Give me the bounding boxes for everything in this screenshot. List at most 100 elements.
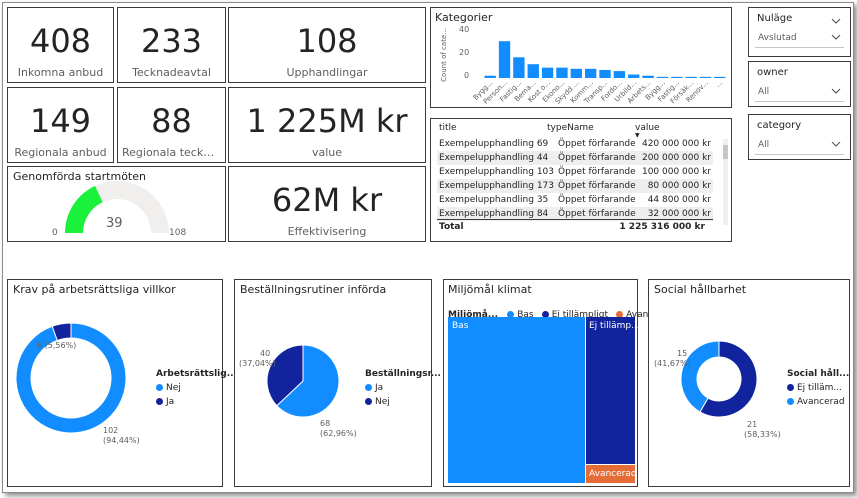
kpi-card-upphandlingar[interactable]: 108 Upphandlingar <box>228 7 426 83</box>
kategorier-chart-card[interactable]: Kategorier Count of cate... 40 20 0 Bygg… <box>430 7 732 108</box>
scrollbar-thumb[interactable] <box>723 145 728 159</box>
kategorier-title: Kategorier <box>435 11 493 24</box>
column-header-value[interactable]: value <box>635 123 660 133</box>
bar-14[interactable] <box>685 76 697 78</box>
donut-slice-1[interactable] <box>680 340 720 413</box>
bar-1[interactable] <box>498 41 511 78</box>
data-label: 6 (5,56%) <box>37 341 77 350</box>
legend-label: Avancerad <box>797 397 845 407</box>
bar-16[interactable] <box>714 76 726 78</box>
slicer-value: All <box>758 87 770 97</box>
kpi-card-regionala-anbud[interactable]: 149 Regionala anbud <box>7 87 114 163</box>
chevron-down-icon[interactable] <box>830 85 842 97</box>
kpi-card-regionala-tecknade[interactable]: 88 Regionala tecknade... <box>117 87 226 163</box>
bar-11[interactable] <box>642 75 654 78</box>
table-scrollbar[interactable] <box>723 139 728 225</box>
kpi-label: Tecknadeavtal <box>132 66 211 79</box>
legend-label: Ej tilläm... <box>797 383 842 393</box>
legend-item[interactable]: Ja <box>365 383 441 393</box>
legend-item[interactable]: Bas <box>507 310 534 320</box>
table-row[interactable]: Exempelupphandling 84 Öppet förfarande 32 … <box>437 207 713 221</box>
legend-label: Nej <box>166 383 181 393</box>
donut-title: Krav på arbetsrättsliga villkor <box>13 283 176 296</box>
bar-6[interactable] <box>570 68 582 78</box>
table-header: title typeName value ▼ <box>437 121 713 139</box>
donut-card-bestallning[interactable]: Beställningsrutiner införda 40 (37,04%) … <box>234 279 441 487</box>
legend-item[interactable]: Ja <box>156 397 237 407</box>
data-label: 40 <box>260 349 271 358</box>
bar-10[interactable] <box>628 74 640 78</box>
donut-title: Social hållbarhet <box>654 283 747 296</box>
bar-9[interactable] <box>613 71 626 78</box>
kpi-card-effektivisering[interactable]: 62M kr Effektivisering <box>228 166 426 242</box>
treemap-tile-bas[interactable]: Bas <box>448 317 585 483</box>
slicer-dropdown[interactable]: All <box>755 135 844 155</box>
donut-slice-0[interactable] <box>15 322 127 434</box>
kpi-card-inkomna-anbud[interactable]: 408 Inkomna anbud <box>7 7 114 83</box>
x-tick-label: ... <box>714 79 724 89</box>
table-row[interactable]: Exempelupphandling 35 Öppet förfarande 44 … <box>437 193 713 207</box>
table-row[interactable]: Exempelupphandling 69 Öppet förfarande 420… <box>437 137 713 151</box>
treemap-tile-avancerad[interactable]: Avancerad <box>586 465 637 483</box>
kpi-label: Effektivisering <box>287 225 367 238</box>
kpi-card-tecknadeavtal[interactable]: 233 Tecknadeavtal <box>117 7 226 83</box>
kpi-value: 62M kr <box>271 181 383 219</box>
slicer-owner[interactable]: owner All <box>748 61 851 107</box>
legend-item[interactable]: Nej <box>365 397 441 407</box>
cell-title: Exempelupphandling 103 <box>439 167 555 177</box>
bar-3[interactable] <box>527 64 539 78</box>
kpi-label: value <box>311 146 343 159</box>
legend-title: Social håll... <box>787 369 850 379</box>
legend-item[interactable]: Ej tilläm... <box>787 383 849 393</box>
slicer-title: Nuläge <box>757 13 793 24</box>
slicer-dropdown[interactable]: All <box>755 82 844 102</box>
slicer-nulage[interactable]: Nuläge Avslutad <box>748 7 851 57</box>
donut-card-krav[interactable]: Krav på arbetsrättsliga villkor 6 (5,56%… <box>7 279 237 487</box>
gauge-max-label: 108 <box>169 228 187 238</box>
cell-title: Exempelupphandling 173 <box>439 181 555 191</box>
bar-7[interactable] <box>584 68 597 78</box>
chevron-down-icon[interactable] <box>830 15 842 27</box>
treemap-card-miljomal[interactable]: Miljömål klimat Miljömå... Bas Ej tilläm… <box>443 279 674 487</box>
slicer-value: All <box>758 140 770 150</box>
legend-item[interactable]: Avancerad <box>787 397 849 407</box>
gauge-card[interactable]: Genomförda startmöten 0 39 108 <box>7 166 226 242</box>
table-row[interactable]: Exempelupphandling 173 Öppet förfarande 80… <box>437 179 713 193</box>
treemap-tile-ej-tillampligt[interactable]: Ej tillämp... <box>586 317 640 464</box>
bar-5[interactable] <box>556 67 568 78</box>
bar-0[interactable] <box>484 75 496 78</box>
bar-15[interactable] <box>699 76 712 78</box>
donut-card-social[interactable]: Social hållbarhet 15 (41,67%) 21 (58,33%… <box>648 279 850 487</box>
donut-chart-krav <box>15 322 127 434</box>
bar-2[interactable] <box>513 57 525 78</box>
gauge-value-label: 39 <box>106 216 123 231</box>
gauge-chart <box>65 181 169 233</box>
donut-slice-1[interactable] <box>266 344 304 407</box>
slicer-value: Avslutad <box>758 33 797 43</box>
column-header-title[interactable]: title <box>439 123 457 133</box>
legend-item[interactable]: Ej tillämpligt <box>541 310 608 320</box>
data-label: 15 <box>677 349 688 358</box>
data-label: 68 <box>320 419 331 428</box>
slicer-dropdown[interactable]: Avslutad <box>755 28 844 48</box>
chevron-down-icon[interactable] <box>830 138 842 150</box>
donut-slice-1[interactable] <box>51 322 72 342</box>
table-row[interactable]: Exempelupphandling 103 Öppet förfarande 10… <box>437 165 713 179</box>
slicer-category[interactable]: category All <box>748 114 851 160</box>
cell-value: 100 000 000 kr <box>641 167 711 177</box>
bar-4[interactable] <box>541 67 554 78</box>
bar-13[interactable] <box>671 76 683 78</box>
column-header-typename[interactable]: typeName <box>547 123 594 133</box>
kpi-card-value[interactable]: 1 225M kr value <box>228 87 426 163</box>
table-row[interactable]: Exempelupphandling 44 Öppet förfarande 200… <box>437 151 713 165</box>
cell-value: 200 000 000 kr <box>641 153 711 163</box>
chevron-down-icon[interactable] <box>830 31 842 43</box>
donut-title: Beställningsrutiner införda <box>240 283 387 296</box>
gauge-fill <box>65 185 103 233</box>
donut-slice-0[interactable] <box>699 340 758 418</box>
treemap-title: Miljömål klimat <box>448 283 532 296</box>
upphandling-table-card[interactable]: title typeName value ▼ Exempelupphandlin… <box>430 118 732 242</box>
legend-item[interactable]: Nej <box>156 383 237 393</box>
bar-12[interactable] <box>656 76 669 78</box>
bar-8[interactable] <box>599 69 611 78</box>
